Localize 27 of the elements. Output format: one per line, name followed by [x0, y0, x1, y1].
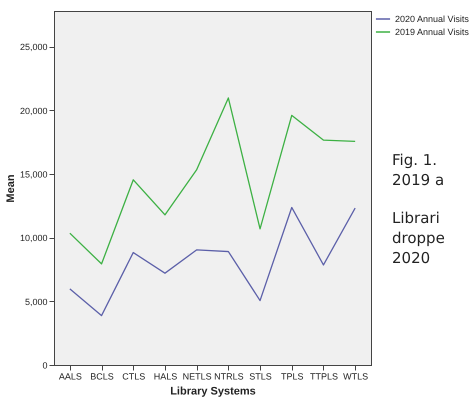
x-tick-label: WTLS	[343, 372, 368, 382]
x-tick-label: CTLS	[122, 372, 146, 382]
text: 2019 a	[392, 170, 445, 190]
x-tick-label: NETLS	[182, 372, 212, 382]
y-tick-label: 15,000	[20, 169, 48, 180]
line-series	[69, 206, 356, 316]
text: 2020	[392, 248, 432, 268]
line-series	[69, 97, 356, 265]
legend-label: 2020 Annual Visits	[395, 14, 470, 24]
legend-label: 2019 Annual Visits	[395, 27, 470, 37]
y-tick-label: 0	[42, 360, 48, 370]
x-tick-label: AALS	[58, 372, 82, 382]
text: droppe	[392, 228, 445, 248]
y-tick-label: 25,000	[20, 42, 48, 52]
caption: Fig. 1.	[392, 150, 438, 170]
y-axis-title: Mean	[4, 174, 17, 203]
x-tick-label: HALS	[154, 372, 178, 382]
y-tick-label: 20,000	[20, 106, 48, 116]
x-tick-label: BCLS	[90, 372, 114, 382]
x-tick-label: NTRLS	[214, 372, 244, 382]
x-tick-label: STLS	[249, 372, 272, 382]
x-tick-label: TTPLS	[310, 372, 338, 382]
y-tick-label: 5,000	[24, 296, 48, 307]
x-tick-label: TPLS	[280, 372, 304, 382]
y-tick-label: 10,000	[20, 233, 48, 244]
x-axis-title: Library Systems	[170, 386, 256, 398]
text: Librari	[392, 208, 441, 228]
